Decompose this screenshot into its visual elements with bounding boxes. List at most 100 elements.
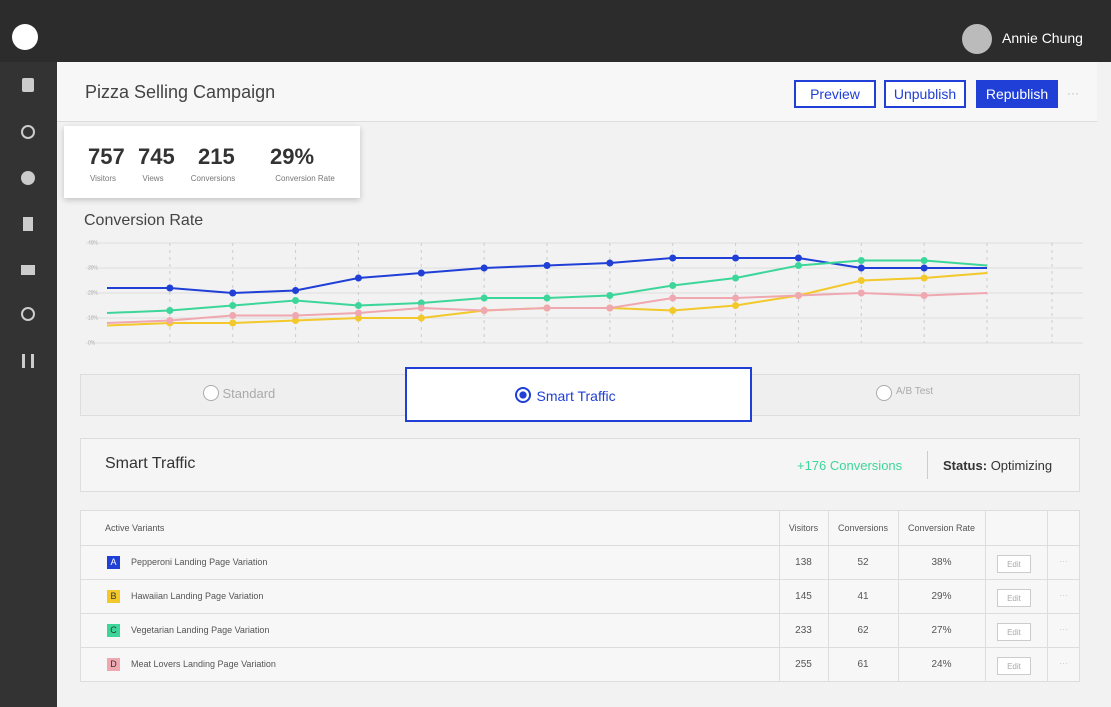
row-divider (81, 579, 1079, 580)
row-menu[interactable]: ··· (1059, 556, 1068, 566)
point (732, 254, 740, 262)
radio (876, 385, 892, 401)
point (229, 312, 237, 319)
variant-badge: B (107, 590, 120, 603)
radio (202, 385, 219, 401)
point (857, 289, 865, 297)
tab[interactable]: Standard (80, 374, 405, 416)
stat-value: 757 (88, 144, 125, 169)
variants-table: Active Variants Visitors Conversions Conver… (80, 510, 1080, 682)
variant-badge: D (107, 658, 120, 671)
conversion-gain: +176 Conversions (797, 458, 903, 473)
column-header: Conversion Rate (907, 523, 976, 533)
tab-label: Smart Traffic (536, 388, 616, 404)
point (732, 302, 740, 309)
point (920, 292, 928, 299)
cell-conversions: 61 (857, 658, 869, 670)
stats-card: 757 Visitors 745 Views 215 Conversions 29% Conv… (64, 126, 360, 198)
chart: 0%10%20%30%40% (86, 240, 1083, 346)
more-menu[interactable]: ··· (1067, 86, 1079, 100)
avatar[interactable] (962, 24, 992, 54)
point (292, 297, 300, 304)
divider (927, 451, 928, 479)
point (732, 294, 740, 302)
point (543, 304, 551, 312)
point (417, 304, 425, 312)
column-divider (985, 511, 986, 681)
tab[interactable]: Smart Traffic (405, 367, 752, 422)
point (480, 294, 488, 302)
row-menu[interactable]: ··· (1059, 658, 1068, 668)
cell-visitors: 233 (795, 624, 812, 636)
point (166, 307, 174, 314)
sidebar (0, 62, 57, 707)
point (606, 304, 614, 312)
point (920, 264, 928, 272)
row-divider (81, 613, 1079, 614)
edit-button[interactable]: Edit (997, 623, 1031, 641)
tab[interactable]: A/B Test (752, 374, 1080, 416)
nav-icon[interactable] (21, 265, 35, 275)
point (229, 319, 237, 327)
cell-visitors: 138 (795, 556, 812, 568)
tab-label: A/B Test (896, 386, 934, 397)
preview-button[interactable]: Preview (794, 80, 876, 108)
stat-value: 215 (198, 144, 235, 169)
row-menu[interactable]: ··· (1059, 590, 1068, 600)
point (480, 264, 488, 272)
logo[interactable] (12, 24, 38, 50)
cell-rate: 38% (931, 556, 952, 568)
point (669, 254, 677, 262)
point (794, 254, 802, 262)
point (166, 317, 174, 324)
point (354, 274, 362, 282)
cell-visitors: 145 (795, 590, 812, 602)
point (857, 257, 865, 264)
tab-label: Standard (222, 386, 276, 401)
stat-value: 745 (138, 144, 175, 169)
variant-name: Pepperoni Landing Page Variation (131, 557, 268, 567)
point (292, 287, 300, 294)
nav-icon[interactable] (21, 171, 35, 185)
point (354, 302, 362, 309)
variant-name: Vegetarian Landing Page Variation (131, 625, 270, 635)
stat-label: Views (142, 174, 164, 183)
column-divider (828, 511, 829, 681)
republish-button[interactable]: Republish (976, 80, 1058, 108)
point (669, 282, 677, 289)
cell-conversions: 41 (857, 590, 869, 602)
nav-icon[interactable] (21, 307, 35, 321)
nav-icon[interactable] (22, 78, 34, 92)
edit-button[interactable]: Edit (997, 657, 1031, 675)
column-header: Visitors (788, 523, 819, 533)
radio (514, 387, 531, 403)
status: Status: Optimizing (943, 458, 1052, 473)
point (292, 312, 300, 319)
page-title: Pizza Selling Campaign (85, 82, 276, 102)
cell-visitors: 255 (795, 658, 812, 670)
point (417, 314, 425, 322)
point (606, 259, 614, 267)
variant-name: Hawaiian Landing Page Variation (131, 591, 264, 601)
point (920, 257, 928, 264)
column-divider (898, 511, 899, 681)
nav-icon[interactable] (21, 125, 35, 139)
point (166, 284, 174, 292)
edit-button[interactable]: Edit (997, 589, 1031, 607)
edit-button[interactable]: Edit (997, 555, 1031, 573)
row-menu[interactable]: ··· (1059, 624, 1068, 634)
column-header: Conversions (837, 523, 889, 533)
point (794, 292, 802, 299)
stat-label: Conversion Rate (275, 174, 335, 183)
point (480, 307, 488, 314)
nav-icon[interactable] (22, 354, 34, 368)
point (354, 309, 362, 317)
row-divider (81, 647, 1079, 648)
nav-icon[interactable] (23, 217, 33, 231)
unpublish-button[interactable]: Unpublish (884, 80, 966, 108)
variant-badge: C (107, 624, 120, 637)
status-value: Optimizing (990, 458, 1053, 473)
stat-label: Conversions (190, 174, 236, 183)
point (543, 294, 551, 302)
user-name[interactable]: Annie Chung (1002, 30, 1083, 46)
